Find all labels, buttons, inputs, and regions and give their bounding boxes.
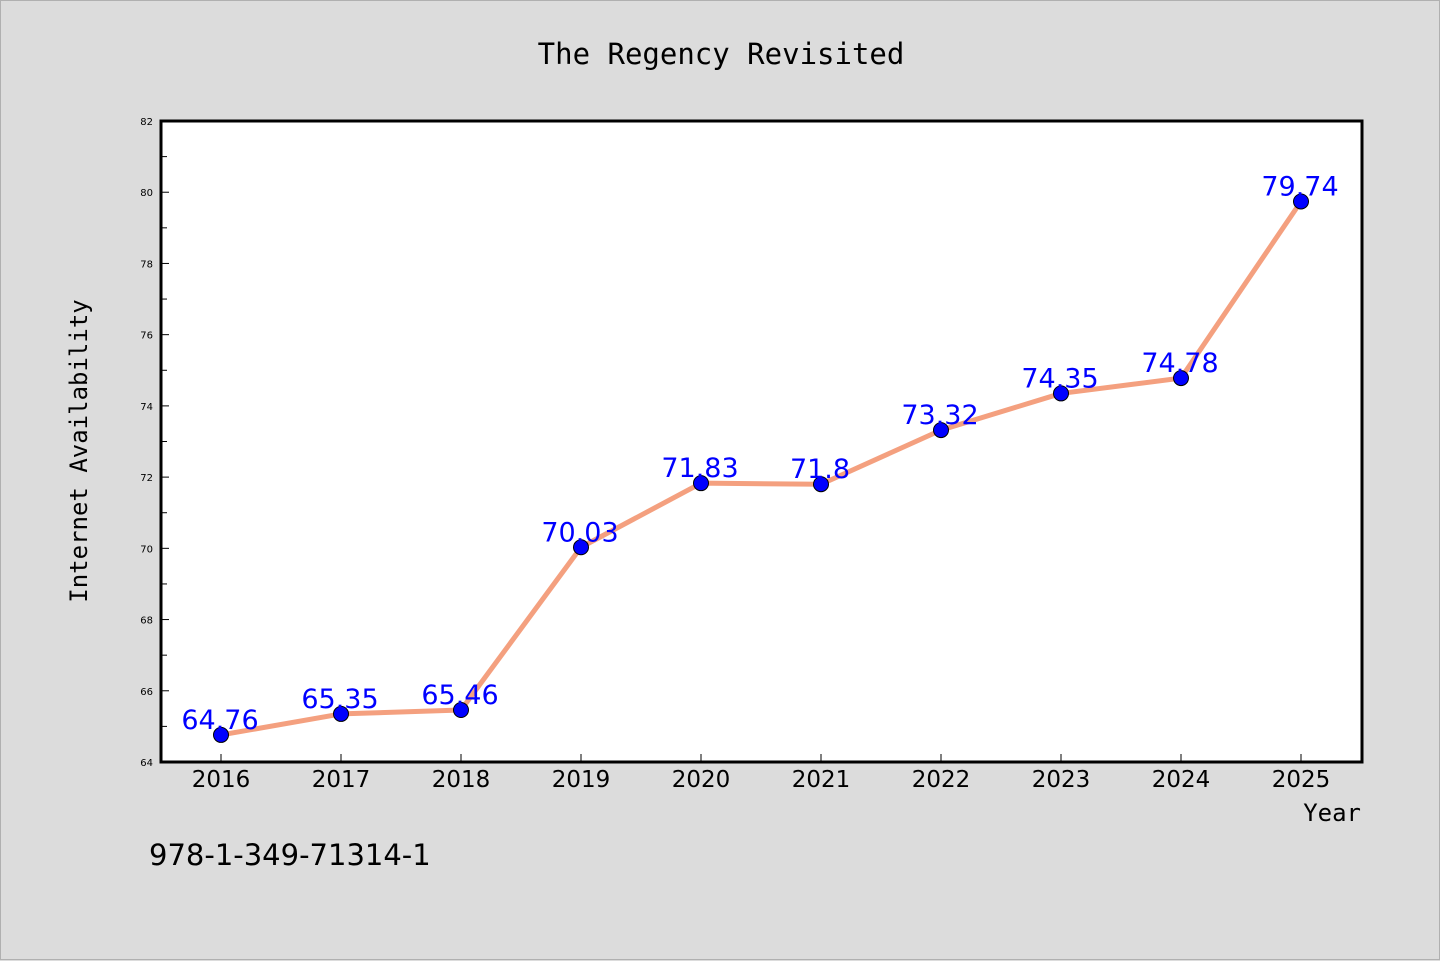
y-tick-label: 66 <box>140 687 153 698</box>
y-tick-label: 82 <box>140 117 153 128</box>
data-point-marker <box>693 475 709 492</box>
x-tick-label: 2025 <box>1272 767 1331 793</box>
data-point-marker <box>813 476 829 493</box>
series-line <box>218 198 1304 738</box>
x-tick-label: 2022 <box>912 767 971 793</box>
data-point-marker <box>213 726 229 743</box>
data-point-marker <box>333 705 349 722</box>
y-tick-label: 72 <box>140 473 153 484</box>
footer-code: 978-1-349-71314-1 <box>149 838 431 872</box>
data-point-marker <box>933 422 949 439</box>
data-point-marker <box>1173 370 1189 387</box>
y-tick-label: 64 <box>140 758 153 769</box>
x-tick-label: 2024 <box>1152 767 1211 793</box>
y-tick-label: 76 <box>140 331 153 342</box>
data-point-marker <box>453 702 469 719</box>
x-axis-label: Year <box>1303 799 1361 827</box>
y-axis-label: Internet Availability <box>65 299 93 602</box>
x-tick-label: 2020 <box>672 767 731 793</box>
data-label: 74.78 <box>1141 348 1218 379</box>
data-label: 74.35 <box>1021 363 1098 394</box>
data-label: 65.35 <box>301 684 378 715</box>
data-label: 79.74 <box>1261 171 1338 202</box>
data-label: 73.32 <box>901 400 978 431</box>
x-tick-label: 2019 <box>552 767 611 793</box>
data-point-marker <box>1053 385 1069 402</box>
data-label: 70.03 <box>541 517 618 548</box>
data-label: 71.83 <box>661 453 738 484</box>
chart-title: The Regency Revisited <box>538 37 905 71</box>
series-layer: 64.76 65.35 65.46 70.03 71.83 71.8 73.32 74.35 7… <box>181 171 1339 743</box>
x-axis: 2016 2017 2018 2019 2020 2021 2022 2023 2024 2025 <box>192 754 1331 793</box>
y-tick-label: 70 <box>140 544 153 555</box>
y-tick-label: 78 <box>140 259 153 270</box>
data-label: 65.46 <box>421 680 498 711</box>
x-tick-label: 2021 <box>792 767 851 793</box>
plot-area <box>159 119 1364 764</box>
data-label: 71.8 <box>790 454 850 485</box>
data-label: 64.76 <box>181 705 258 736</box>
y-tick-label: 80 <box>140 188 153 199</box>
data-point-marker <box>573 539 589 556</box>
x-tick-label: 2023 <box>1032 767 1091 793</box>
x-tick-label: 2018 <box>432 767 491 793</box>
y-tick-label: 74 <box>140 402 153 413</box>
x-tick-label: 2017 <box>312 767 371 793</box>
y-tick-label: 68 <box>140 616 153 627</box>
data-point-marker <box>1293 193 1309 210</box>
y-axis: 64 66 68 70 72 74 76 78 80 82 <box>140 117 169 769</box>
x-tick-label: 2016 <box>192 767 251 793</box>
